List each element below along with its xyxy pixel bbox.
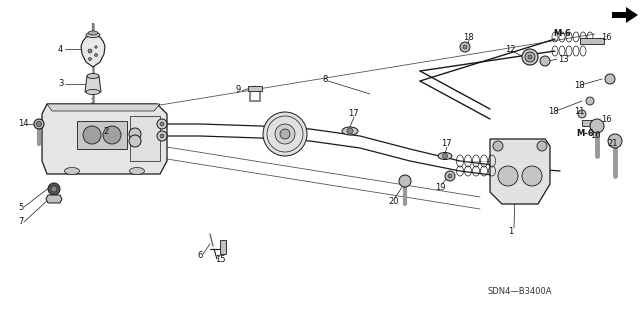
Circle shape <box>275 124 295 144</box>
Polygon shape <box>47 104 160 111</box>
Circle shape <box>498 166 518 186</box>
Circle shape <box>95 46 97 48</box>
Text: 21: 21 <box>607 139 618 149</box>
Text: 7: 7 <box>18 218 24 226</box>
Circle shape <box>129 135 141 147</box>
Circle shape <box>83 126 101 144</box>
Text: 4: 4 <box>58 44 63 54</box>
Text: 20: 20 <box>388 197 399 205</box>
Circle shape <box>463 45 467 49</box>
Circle shape <box>590 119 604 133</box>
Text: FR: FR <box>613 12 623 18</box>
Bar <box>220 240 226 254</box>
Circle shape <box>51 186 57 192</box>
Text: 1: 1 <box>508 226 513 235</box>
Text: 17: 17 <box>348 109 358 118</box>
Bar <box>582 120 598 126</box>
Circle shape <box>34 119 44 129</box>
Circle shape <box>36 122 42 127</box>
Circle shape <box>586 97 594 105</box>
Ellipse shape <box>438 152 452 160</box>
Text: 14: 14 <box>18 120 29 129</box>
Text: 2: 2 <box>103 127 108 136</box>
Circle shape <box>160 122 164 126</box>
Circle shape <box>157 119 167 129</box>
Polygon shape <box>42 104 167 174</box>
Circle shape <box>129 128 141 140</box>
Ellipse shape <box>87 73 99 78</box>
Text: M-6: M-6 <box>576 130 594 138</box>
Circle shape <box>95 54 97 56</box>
Circle shape <box>88 49 92 53</box>
Text: 16: 16 <box>601 115 612 123</box>
Text: 12: 12 <box>505 44 515 54</box>
Polygon shape <box>46 195 62 203</box>
Text: 5: 5 <box>18 203 23 211</box>
Circle shape <box>522 166 542 186</box>
Ellipse shape <box>88 31 98 35</box>
Bar <box>130 116 160 161</box>
Polygon shape <box>81 35 105 67</box>
Circle shape <box>522 49 538 65</box>
Circle shape <box>160 134 164 138</box>
Text: 18: 18 <box>574 80 584 90</box>
Circle shape <box>347 128 353 134</box>
Circle shape <box>540 56 550 66</box>
Circle shape <box>88 57 92 61</box>
Circle shape <box>263 112 307 156</box>
Text: 15: 15 <box>215 255 225 263</box>
Text: 3: 3 <box>58 79 63 88</box>
Text: 13: 13 <box>558 55 568 63</box>
Text: 10: 10 <box>590 131 600 140</box>
Circle shape <box>460 42 470 52</box>
Text: 16: 16 <box>601 33 612 41</box>
Circle shape <box>578 110 586 118</box>
Polygon shape <box>612 7 638 23</box>
Text: 8: 8 <box>322 75 328 84</box>
Ellipse shape <box>342 127 358 135</box>
Circle shape <box>445 171 455 181</box>
Circle shape <box>605 74 615 84</box>
Ellipse shape <box>129 167 145 174</box>
Circle shape <box>442 153 447 159</box>
Circle shape <box>448 174 452 178</box>
Text: 11: 11 <box>574 107 584 115</box>
Polygon shape <box>490 139 550 204</box>
Circle shape <box>528 55 532 59</box>
Circle shape <box>157 131 167 141</box>
Text: M-6: M-6 <box>553 29 571 39</box>
Ellipse shape <box>86 33 100 38</box>
Text: 9: 9 <box>235 85 240 93</box>
Text: 18: 18 <box>463 33 474 42</box>
Polygon shape <box>85 76 101 92</box>
Circle shape <box>608 134 622 148</box>
Circle shape <box>493 141 503 151</box>
Bar <box>580 38 604 44</box>
Bar <box>248 86 262 91</box>
Polygon shape <box>77 121 127 149</box>
Circle shape <box>525 52 535 62</box>
Text: 6: 6 <box>197 251 202 261</box>
Text: 18: 18 <box>548 108 559 116</box>
Circle shape <box>103 126 121 144</box>
Ellipse shape <box>86 90 100 94</box>
Text: 17: 17 <box>441 139 452 149</box>
Text: 19: 19 <box>435 182 445 191</box>
Circle shape <box>537 141 547 151</box>
Text: SDN4—B3400A: SDN4—B3400A <box>488 286 552 295</box>
Circle shape <box>48 183 60 195</box>
Ellipse shape <box>65 167 79 174</box>
Circle shape <box>280 129 290 139</box>
Circle shape <box>399 175 411 187</box>
